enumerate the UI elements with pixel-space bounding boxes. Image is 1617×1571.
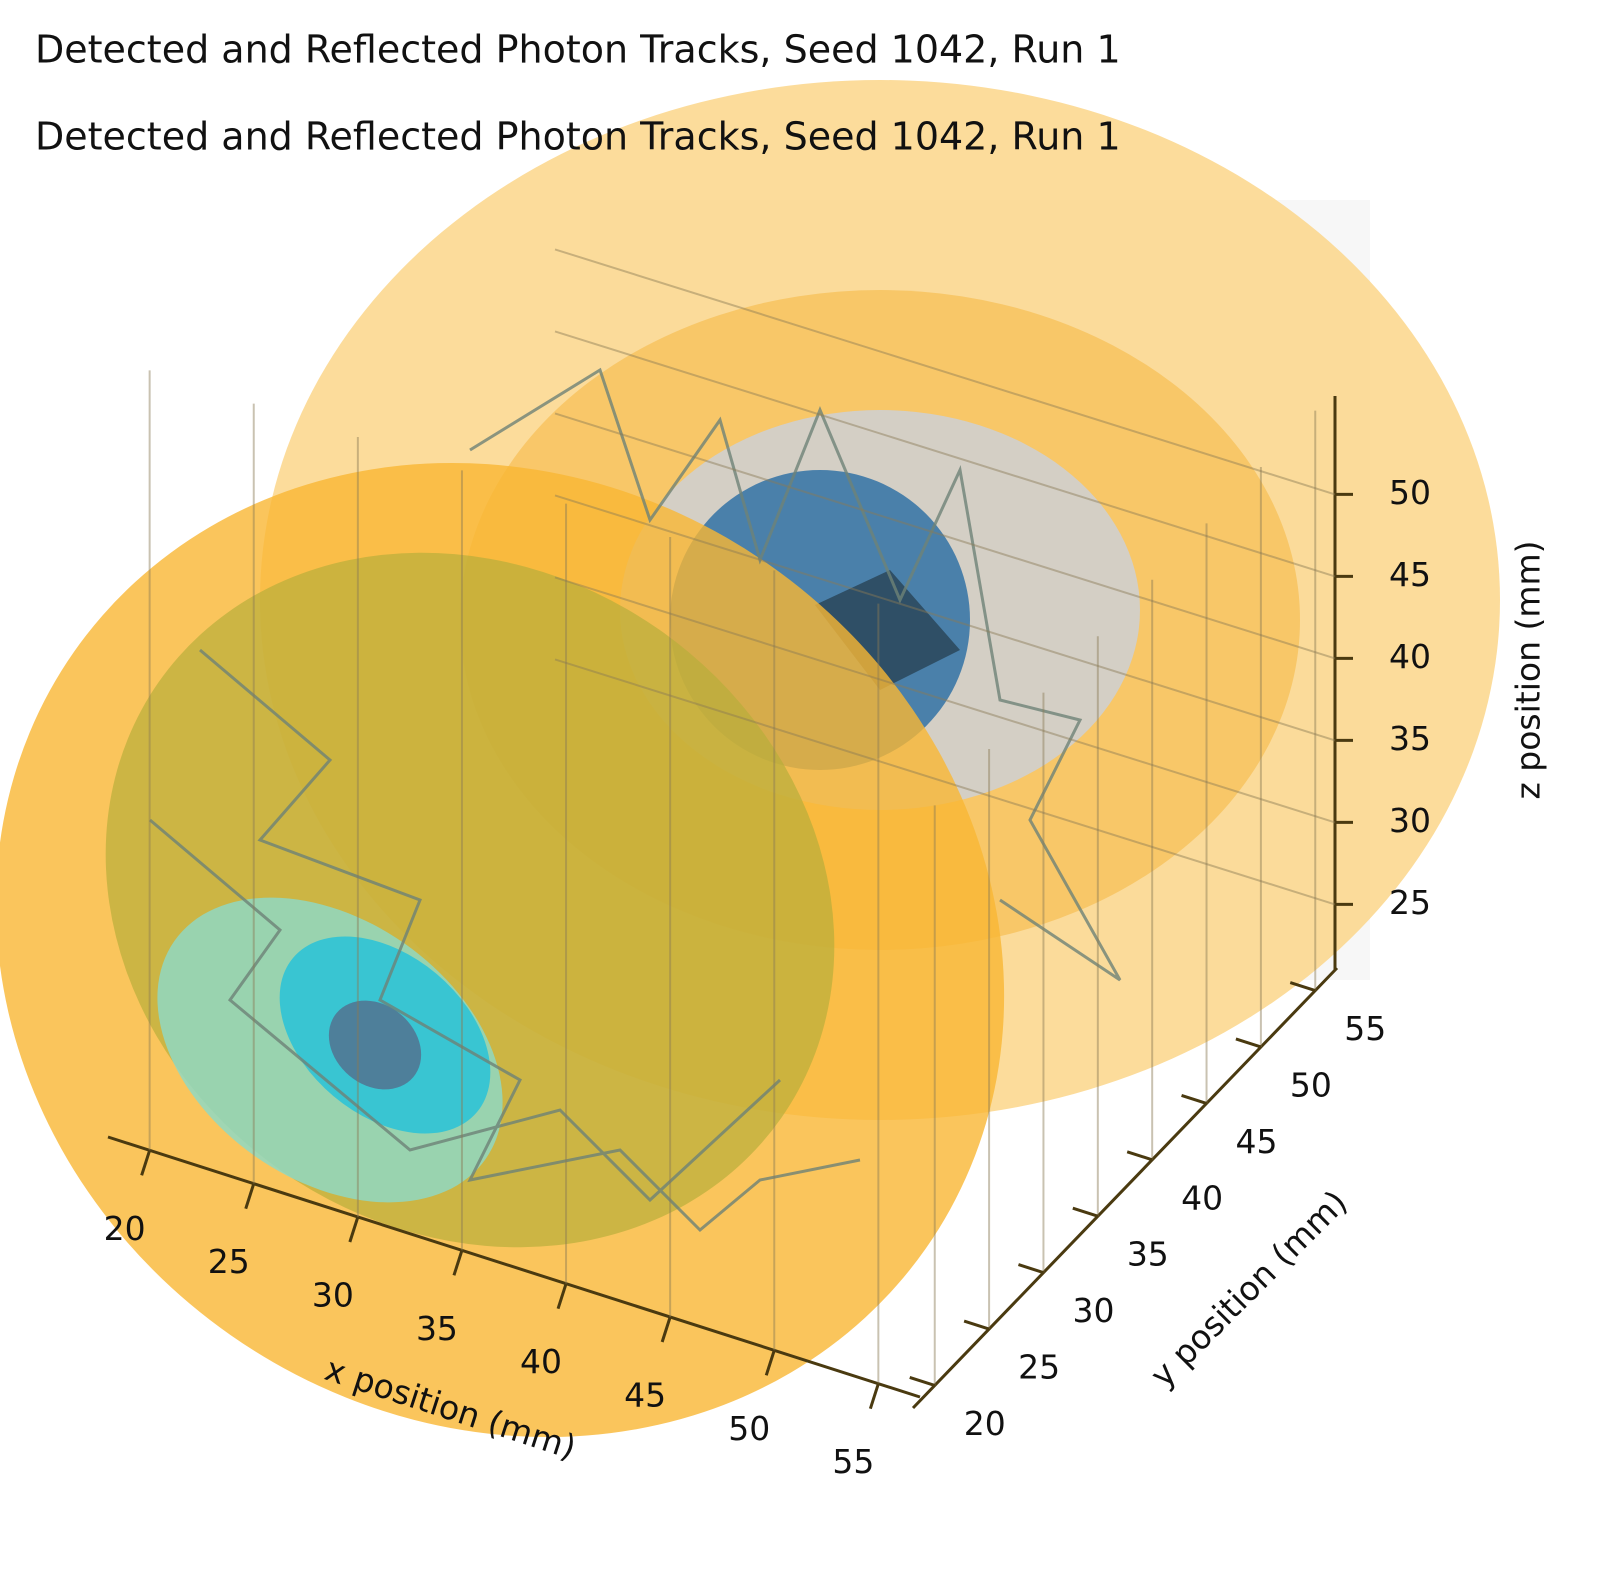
- tick-mark: [140, 1149, 152, 1176]
- x-tick-label: 55: [832, 1442, 874, 1481]
- y-tick-label: 30: [1072, 1291, 1114, 1330]
- tick-mark: [1126, 1150, 1153, 1162]
- tick-mark: [764, 1349, 776, 1376]
- y-tick-label: 25: [1018, 1348, 1060, 1387]
- y-axis-line: [911, 966, 1339, 1410]
- tick-mark: [1018, 1263, 1044, 1275]
- z-tick-label: 35: [1389, 719, 1431, 758]
- tick-mark: [244, 1183, 256, 1210]
- z-tick-label: 40: [1389, 637, 1431, 676]
- z-tick-label: 25: [1389, 883, 1431, 922]
- grid-line: [554, 494, 1336, 742]
- x-tick-label: 25: [208, 1242, 250, 1281]
- x-tick-label: 20: [104, 1209, 146, 1248]
- grid-line: [554, 658, 1336, 906]
- tick-mark: [660, 1316, 672, 1343]
- tick-mark: [963, 1319, 990, 1331]
- tick-mark: [909, 1376, 936, 1387]
- z-tick-label: 30: [1389, 801, 1431, 840]
- grid-line: [554, 576, 1336, 824]
- tick-mark: [452, 1249, 464, 1276]
- x-axis-line: [107, 1135, 921, 1399]
- x-tick-label: 35: [416, 1309, 458, 1348]
- z-axis-label: z position (mm): [1509, 540, 1548, 799]
- tick-mark: [348, 1216, 360, 1243]
- y-tick-label: 35: [1127, 1235, 1169, 1274]
- tick-mark: [1181, 1093, 1207, 1105]
- decoration: [0, 80, 1500, 1438]
- tick-mark: [1289, 981, 1316, 992]
- x-tick-label: 30: [312, 1276, 354, 1315]
- x-tick-label: 40: [520, 1342, 562, 1381]
- y-tick-label: 45: [1236, 1122, 1278, 1161]
- tick-mark: [1072, 1206, 1099, 1218]
- chart-title: Detected and Reflected Photon Tracks, Se…: [35, 115, 1121, 159]
- x-tick-label: 50: [728, 1409, 770, 1448]
- tick-mark: [1235, 1037, 1262, 1049]
- x-tick-label: 45: [624, 1376, 666, 1415]
- grid-line: [554, 330, 1336, 578]
- tick-mark: [556, 1283, 568, 1310]
- y-axis-label: y position (mm): [1142, 1182, 1354, 1394]
- z-tick-label: 45: [1389, 555, 1431, 594]
- chart-title: Detected and Reflected Photon Tracks, Se…: [35, 28, 1121, 72]
- grid-line: [554, 412, 1336, 660]
- grid-line: [554, 248, 1336, 496]
- tick-mark: [868, 1383, 880, 1410]
- z-tick-label: 50: [1389, 473, 1431, 512]
- y-tick-label: 20: [964, 1404, 1006, 1443]
- y-tick-label: 40: [1181, 1178, 1223, 1217]
- y-tick-label: 50: [1290, 1065, 1332, 1104]
- y-tick-label: 55: [1344, 1009, 1386, 1048]
